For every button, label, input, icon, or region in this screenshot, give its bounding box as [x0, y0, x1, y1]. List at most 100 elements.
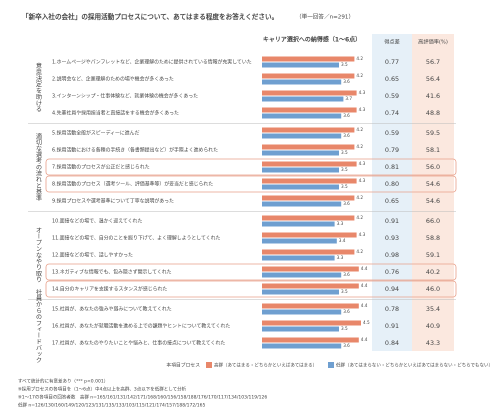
bar [262, 167, 339, 173]
item-label: 7.採用活動のプロセスが公正だと感じられた [52, 164, 150, 171]
item-label: 15.社員が、あなたの強みや弱みについて教えてくれた [52, 306, 172, 313]
rate-value: 56.7 [426, 58, 440, 66]
bar [262, 343, 342, 349]
diff-value: 0.59 [385, 129, 399, 137]
bar [262, 195, 355, 201]
group-label: 社員からのフィードバック [35, 288, 42, 363]
item-label: 10.面接などの場で、温かく迎えてくれた [52, 218, 142, 225]
legend-label: 高群（あてはまる・どちらかといえばあてはまる） [214, 362, 317, 369]
diff-value: 0.98 [385, 251, 399, 259]
bar [262, 289, 339, 295]
item-label: 4.先輩社員や採用担当者と直接話をする機会が多くあった [52, 110, 179, 117]
item-label: 2.説明会など、企業理解のための場や機会が多くあった [52, 76, 174, 83]
bar-value: 3.5 [341, 184, 348, 189]
highlight-box [45, 263, 457, 281]
bar-value: 4.4 [361, 337, 368, 342]
legend-label: 低群（あてはまらない・どちらかといえばあてはまらない・どちらでもない） [336, 362, 490, 369]
rate-column [412, 34, 454, 351]
diff-value: 0.77 [385, 58, 399, 66]
bar-value: 3.4 [339, 238, 346, 243]
bar [262, 266, 359, 272]
rate-value: 56.0 [426, 163, 440, 171]
rate-value: 59.5 [426, 129, 440, 137]
bar [262, 221, 335, 227]
bar [262, 107, 357, 113]
bar-value: 3.5 [341, 62, 348, 67]
bar-value: 3.7 [345, 96, 352, 101]
bar-value: 3.6 [343, 133, 350, 138]
bar [262, 73, 355, 79]
bar [262, 113, 342, 119]
bar-value: 4.3 [359, 161, 366, 166]
item-label: 13.ネガティブな情報でも、包み隠さず開示してくれた [52, 269, 172, 276]
bar-value: 4.4 [361, 283, 368, 288]
bar-value: 3.5 [341, 289, 348, 294]
bar-value: 4.5 [363, 320, 370, 325]
rate-value: 66.0 [426, 217, 440, 225]
group-label: 適切な選考の流れと基準 [35, 132, 42, 202]
rate-value: 58.8 [426, 234, 440, 242]
bar [262, 150, 339, 156]
bar-value: 3.6 [343, 343, 350, 348]
bar [262, 133, 342, 139]
item-label: 12.面接などの場で、話しやすかった [52, 252, 133, 259]
rate-value: 59.1 [426, 251, 440, 259]
rate-value: 54.6 [426, 180, 440, 188]
item-label: 8.採用活動のプロセス（選考ツール、評価基準等）が妥当だと感じられた [52, 181, 213, 188]
bar [262, 309, 342, 315]
footnote: ※採用プロセスの各項目を（1〜6点）中4点以上を高群、3点以下を低群として分析 [18, 386, 187, 393]
item-label: 11.面接などの場で、自分のことを掘り下げて、よく理解しようとしてくれた [52, 235, 221, 242]
bar-value: 3.6 [343, 272, 350, 277]
diff-value: 0.80 [385, 180, 399, 188]
bar [262, 127, 355, 133]
item-label: 1.ホームページやパンフレットなど、企業理解のために提供されている情報が充実して… [52, 59, 252, 66]
highlight-box [45, 158, 457, 176]
bar-value: 4.3 [359, 178, 366, 183]
legend-title: 本項目プロセス [166, 362, 200, 369]
bar [262, 326, 339, 332]
bar-value: 4.4 [361, 303, 368, 308]
bar [262, 178, 357, 184]
rate-value: 43.3 [426, 339, 440, 347]
chart-subtitle: （単一回答／n=291） [296, 13, 354, 21]
diff-value: 0.91 [385, 322, 399, 330]
highlight-box [45, 280, 457, 298]
diff-value: 0.65 [385, 197, 399, 205]
bar [262, 337, 359, 343]
rate-value: 56.4 [426, 75, 440, 83]
bar [262, 249, 355, 255]
diff-value: 0.78 [385, 305, 399, 313]
bar [262, 255, 335, 261]
rate-header: 高評価率(%) [418, 38, 448, 46]
bar [262, 272, 342, 278]
bar [262, 161, 357, 167]
diff-header: 得点差 [384, 38, 400, 46]
footnote: 低群 n=126/130/160/149/120/123/131/135/133… [18, 402, 205, 409]
diff-value: 0.81 [385, 163, 399, 171]
diff-value: 0.74 [385, 109, 399, 117]
rate-value: 46.0 [426, 285, 440, 293]
bar-value: 3.6 [343, 309, 350, 314]
item-label: 16.社員が、あなたが就職活動を進める上での課題やヒントについて教えてくれた [52, 323, 230, 330]
legend-swatch [328, 362, 334, 368]
bar-value: 4.2 [356, 127, 363, 132]
rate-value: 40.9 [426, 322, 440, 330]
bar-value: 3.6 [343, 79, 350, 84]
bar [262, 283, 359, 289]
diff-value: 0.79 [385, 146, 399, 154]
bar-value: 4.2 [356, 215, 363, 220]
item-label: 6.採用活動における各種の手続き（各書類提出など）が手際よく進められた [52, 147, 218, 154]
bar-value: 4.3 [359, 107, 366, 112]
bar [262, 96, 344, 102]
bar [262, 303, 359, 309]
bar-value: 3.3 [337, 255, 344, 260]
bar [262, 90, 357, 96]
diff-value: 0.93 [385, 234, 399, 242]
bar-value: 4.2 [356, 249, 363, 254]
bar [262, 201, 342, 207]
rate-value: 54.6 [426, 197, 440, 205]
bar-value: 3.5 [341, 150, 348, 155]
diff-value: 0.91 [385, 217, 399, 225]
bar [262, 320, 361, 326]
chart-title: 「新卒入社の会社」の採用活動プロセスについて、あてはまる程度をお答えください。 [22, 12, 278, 21]
